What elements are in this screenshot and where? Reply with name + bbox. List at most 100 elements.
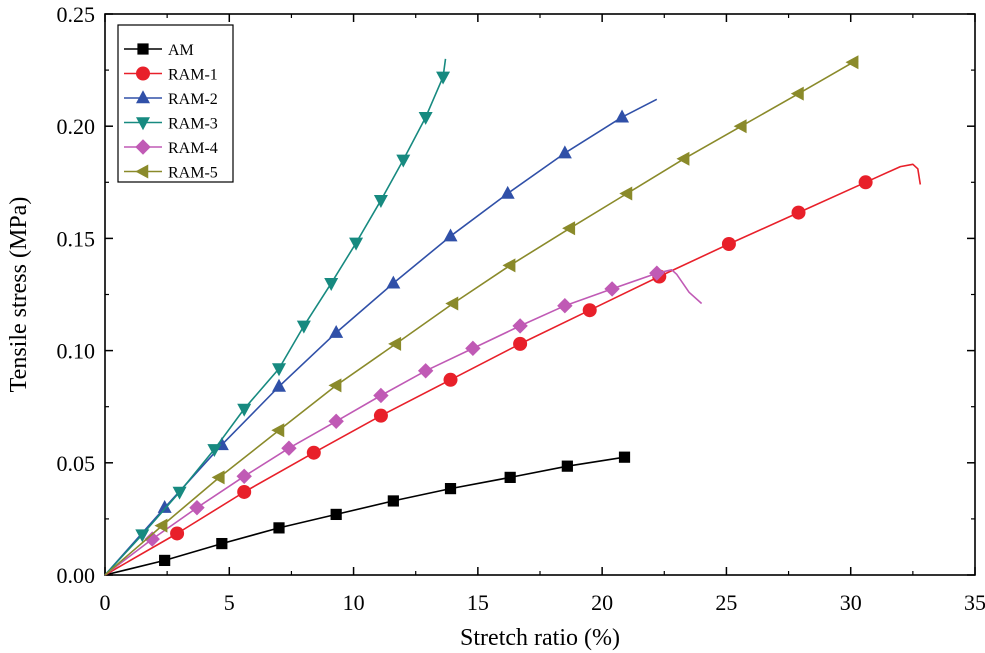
data-point-ram-4 <box>328 413 344 429</box>
data-point-ram-4 <box>281 440 297 456</box>
legend-label: AM <box>168 42 194 59</box>
data-point-ram-4 <box>512 318 528 334</box>
legend-item-ram-1: RAM-1 <box>124 66 218 84</box>
y-tick-label: 0.05 <box>57 451 96 476</box>
data-point-ram-1 <box>170 526 185 541</box>
legend-item-ram-5: RAM-5 <box>124 164 218 182</box>
data-point-am <box>504 471 516 483</box>
series-line-ram-3 <box>104 58 447 576</box>
data-point-am <box>216 537 228 550</box>
data-point-ram-3 <box>349 237 364 251</box>
data-point-ram-1 <box>306 445 321 460</box>
data-point-ram-3 <box>418 111 433 125</box>
x-tick-label: 15 <box>467 590 489 615</box>
data-point-ram-4 <box>557 298 573 314</box>
data-point-ram-5 <box>154 518 168 533</box>
series-ram-3 <box>104 58 451 576</box>
x-axis-title: Stretch ratio (%) <box>460 625 620 651</box>
data-point-ram-3 <box>272 363 286 377</box>
legend-label: RAM-4 <box>168 140 218 157</box>
x-tick-label: 30 <box>840 590 862 615</box>
data-point-am <box>159 554 171 567</box>
series-line-ram-4 <box>104 268 703 576</box>
series-ram-1 <box>104 163 922 576</box>
x-tick-label: 10 <box>343 590 365 615</box>
plot-frame <box>104 13 976 576</box>
data-point-ram-5 <box>733 119 747 134</box>
data-point-am <box>618 451 631 463</box>
data-point-ram-3 <box>324 278 339 291</box>
legend-marker-am <box>137 43 149 55</box>
data-point-ram-2 <box>557 145 572 159</box>
data-point-ram-2 <box>329 324 344 338</box>
data-point-ram-2 <box>443 228 458 242</box>
x-tick-label: 25 <box>715 590 737 615</box>
data-point-ram-4 <box>236 468 252 484</box>
data-point-ram-1 <box>721 237 736 252</box>
data-point-am <box>330 508 342 521</box>
legend-item-ram-4: RAM-4 <box>124 139 218 157</box>
data-point-ram-5 <box>790 86 804 101</box>
data-point-ram-1 <box>858 175 873 190</box>
legend-item-am: AM <box>124 42 194 59</box>
data-point-ram-5 <box>445 296 459 311</box>
legend-marker-ram-2 <box>136 90 150 104</box>
data-point-ram-5 <box>388 336 402 351</box>
data-point-ram-1 <box>791 205 806 220</box>
y-tick-label: 0.15 <box>57 226 96 251</box>
data-point-ram-1 <box>513 336 528 351</box>
data-point-ram-2 <box>615 109 630 123</box>
y-tick-label: 0.20 <box>57 114 96 139</box>
data-point-ram-1 <box>237 484 252 499</box>
legend-item-ram-3: RAM-3 <box>124 116 218 133</box>
data-point-ram-3 <box>237 403 252 417</box>
data-point-ram-4 <box>604 281 620 297</box>
data-point-ram-4 <box>417 363 434 379</box>
data-point-ram-3 <box>296 320 311 334</box>
data-point-am <box>273 522 285 534</box>
data-point-ram-5 <box>845 55 859 70</box>
data-point-ram-3 <box>135 529 150 543</box>
data-point-am <box>444 483 457 495</box>
axis-ticks: 0 5 10 15 20 25 30 35 0.00 0.05 0.10 0.15 0.20 0.25 <box>57 2 985 615</box>
data-point-ram-3 <box>207 444 222 458</box>
data-point-ram-4 <box>465 340 481 357</box>
series-line-am <box>104 456 625 576</box>
data-point-ram-5 <box>676 151 690 166</box>
legend-marker-ram-4 <box>135 139 151 155</box>
series-line-ram-1 <box>104 163 922 576</box>
data-point-ram-5 <box>271 423 285 438</box>
data-point-ram-1 <box>443 372 458 387</box>
x-tick-label: 20 <box>591 590 613 615</box>
data-point-ram-3 <box>396 154 411 168</box>
x-tick-label: 5 <box>224 590 235 615</box>
data-point-ram-2 <box>272 378 286 392</box>
x-tick-label: 0 <box>100 590 111 615</box>
data-point-ram-4 <box>649 265 665 281</box>
y-tick-label: 0.10 <box>57 339 96 364</box>
data-point-am <box>387 495 399 507</box>
data-point-ram-1 <box>373 408 388 423</box>
data-point-ram-3 <box>373 195 388 208</box>
legend-box <box>117 24 234 183</box>
y-tick-label: 0.00 <box>57 563 96 588</box>
data-point-ram-2 <box>386 275 401 289</box>
legend: AM RAM-1 RAM-2 RAM-3 RAM-4 RAM-5 <box>117 24 234 183</box>
legend-label: RAM-2 <box>168 91 218 108</box>
legend-label: RAM-3 <box>168 116 218 133</box>
data-point-ram-4 <box>189 499 205 516</box>
data-point-am <box>561 460 573 472</box>
legend-marker-ram-1 <box>136 66 150 81</box>
series-ram-5 <box>104 55 859 576</box>
data-point-ram-3 <box>436 71 451 85</box>
data-point-ram-5 <box>502 258 516 273</box>
data-point-ram-4 <box>144 531 160 547</box>
y-axis-title: Tensile stress (MPa) <box>6 197 32 393</box>
legend-marker-ram-3 <box>136 117 150 131</box>
legend-label: RAM-5 <box>168 165 218 182</box>
y-tick-label: 0.25 <box>57 2 96 27</box>
data-series <box>104 55 922 576</box>
series-ram-2 <box>104 98 658 576</box>
legend-item-ram-2: RAM-2 <box>124 90 218 108</box>
